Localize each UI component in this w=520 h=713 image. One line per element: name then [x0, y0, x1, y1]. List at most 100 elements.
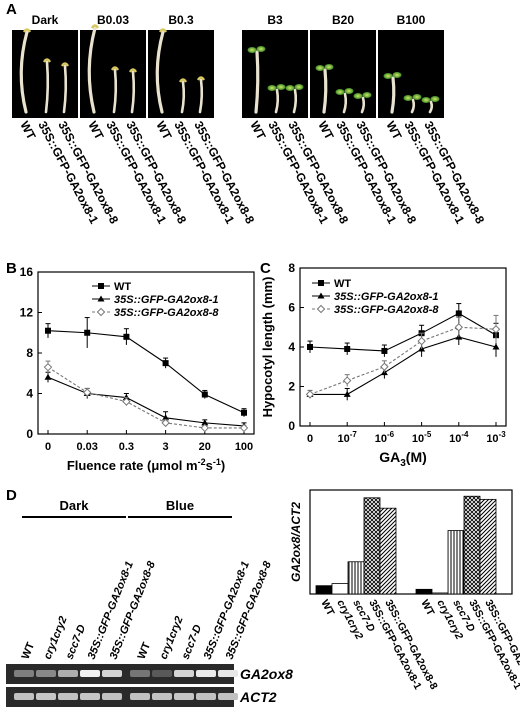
panel-a-genotype-labels: WT35S::GFP-GA2ox8-135S::GFP-GA2ox8-8WT35… [17, 119, 487, 227]
cotyledon [276, 84, 286, 90]
gel-band-ga2ox8 [174, 670, 194, 677]
bar [379, 507, 397, 595]
bar [347, 561, 365, 595]
panel-d-letter: D [6, 487, 17, 504]
data-point [162, 360, 169, 367]
bar [431, 592, 449, 595]
data-point [44, 373, 52, 380]
gel-band-ga2ox8 [36, 670, 56, 677]
gel-band-act2 [58, 693, 78, 700]
series-line [47, 366, 244, 429]
y-tick-label: 16 [20, 265, 34, 279]
cotyledon [285, 85, 295, 91]
lane-label: scc7-D [64, 623, 89, 661]
legend-marker [316, 304, 326, 314]
cotyledon [344, 88, 354, 94]
series-line [47, 330, 245, 414]
row-label-ga2ox8: GA2ox8 [240, 666, 293, 682]
y-tick-label: 0 [26, 427, 33, 441]
bar [331, 583, 349, 595]
bar [315, 585, 333, 595]
hypocotyl [254, 50, 260, 114]
gel-band-ga2ox8 [152, 670, 172, 677]
photo-panel-b3 [242, 30, 308, 118]
hypocotyl [292, 88, 298, 114]
group-label-blue: Blue [166, 498, 194, 513]
bar [463, 495, 481, 595]
legend-marker [98, 283, 104, 289]
cotyledon [353, 93, 363, 99]
panel-a-letter: A [6, 1, 17, 18]
gel-band-act2 [14, 693, 34, 700]
lane-label: WT [20, 641, 38, 662]
panel-d-bar-chart: GA2ox8/ACT2WTcry1cry2scc7-D35S::GFP-GA2o… [289, 489, 520, 692]
x-axis-label: Fluence rate (μmol m-2s-1) [67, 457, 225, 473]
bar [363, 497, 381, 595]
data-point [491, 325, 501, 334]
gel-band-act2 [130, 693, 150, 700]
hypocotyl [390, 76, 396, 114]
data-point [161, 418, 170, 428]
series-line [309, 312, 497, 352]
x-tick-label: 10-4 [449, 430, 469, 445]
data-point [381, 347, 388, 354]
legend-marker [317, 292, 325, 299]
x-tick-label: 0 [307, 433, 313, 445]
data-point [305, 390, 315, 399]
panel-c-letter: C [260, 260, 271, 277]
legend-label: WT [334, 278, 351, 290]
data-point [200, 423, 210, 433]
hypocotyl [112, 68, 118, 114]
legend-marker [96, 307, 106, 317]
x-tick-label: 20 [199, 441, 211, 453]
hypocotyl [342, 92, 348, 114]
x-tick-label: 0.03 [76, 441, 97, 453]
bar-category-label: WT [418, 598, 437, 619]
data-point [162, 414, 170, 421]
gel-band-act2 [218, 693, 238, 700]
y-axis-label: Hypocotyl length (mm) [260, 277, 275, 418]
condition-label: B3 [267, 13, 283, 27]
hypocotyl [274, 88, 280, 114]
hypocotyl [360, 96, 366, 114]
gel-band-ga2ox8 [58, 670, 78, 677]
apical-hook [42, 58, 52, 63]
cotyledon [412, 94, 422, 100]
hypocotyl [19, 30, 29, 114]
y-tick-label: 2 [288, 380, 295, 394]
data-point [122, 397, 131, 406]
x-tick-label: 10-6 [375, 430, 395, 445]
data-point [417, 336, 426, 346]
gel-band-act2 [196, 693, 216, 700]
data-point [239, 423, 249, 433]
y-tick-label: 4 [288, 340, 295, 354]
legend-label: 35S::GFP-GA2ox8-1 [334, 291, 439, 303]
hypocotyl [198, 78, 204, 114]
genotype-label: WT [247, 119, 268, 143]
gel-band-ga2ox8 [14, 670, 34, 677]
legend-marker [97, 295, 105, 302]
genotype-label: WT [315, 119, 336, 143]
gel-band-act2 [36, 693, 56, 700]
cotyledon [430, 96, 440, 102]
bar [415, 588, 433, 595]
bar [479, 498, 497, 595]
data-point [455, 310, 462, 317]
hypocotyl [130, 70, 136, 114]
cotyledon [421, 97, 431, 103]
hypocotyl [180, 80, 186, 114]
x-tick-label: 100 [235, 441, 253, 453]
condition-label: Dark [32, 13, 59, 27]
cotyledon [403, 95, 413, 101]
legend-label: WT [114, 281, 131, 293]
photo-panel-b20 [310, 30, 376, 118]
panel-b-letter: B [6, 260, 17, 277]
data-point [492, 343, 500, 350]
y-tick-label: 12 [20, 306, 34, 320]
gel-band-act2 [152, 693, 172, 700]
cotyledon [256, 46, 266, 52]
data-point [241, 409, 247, 416]
data-point [201, 391, 208, 398]
condition-label: B0.03 [97, 13, 129, 27]
